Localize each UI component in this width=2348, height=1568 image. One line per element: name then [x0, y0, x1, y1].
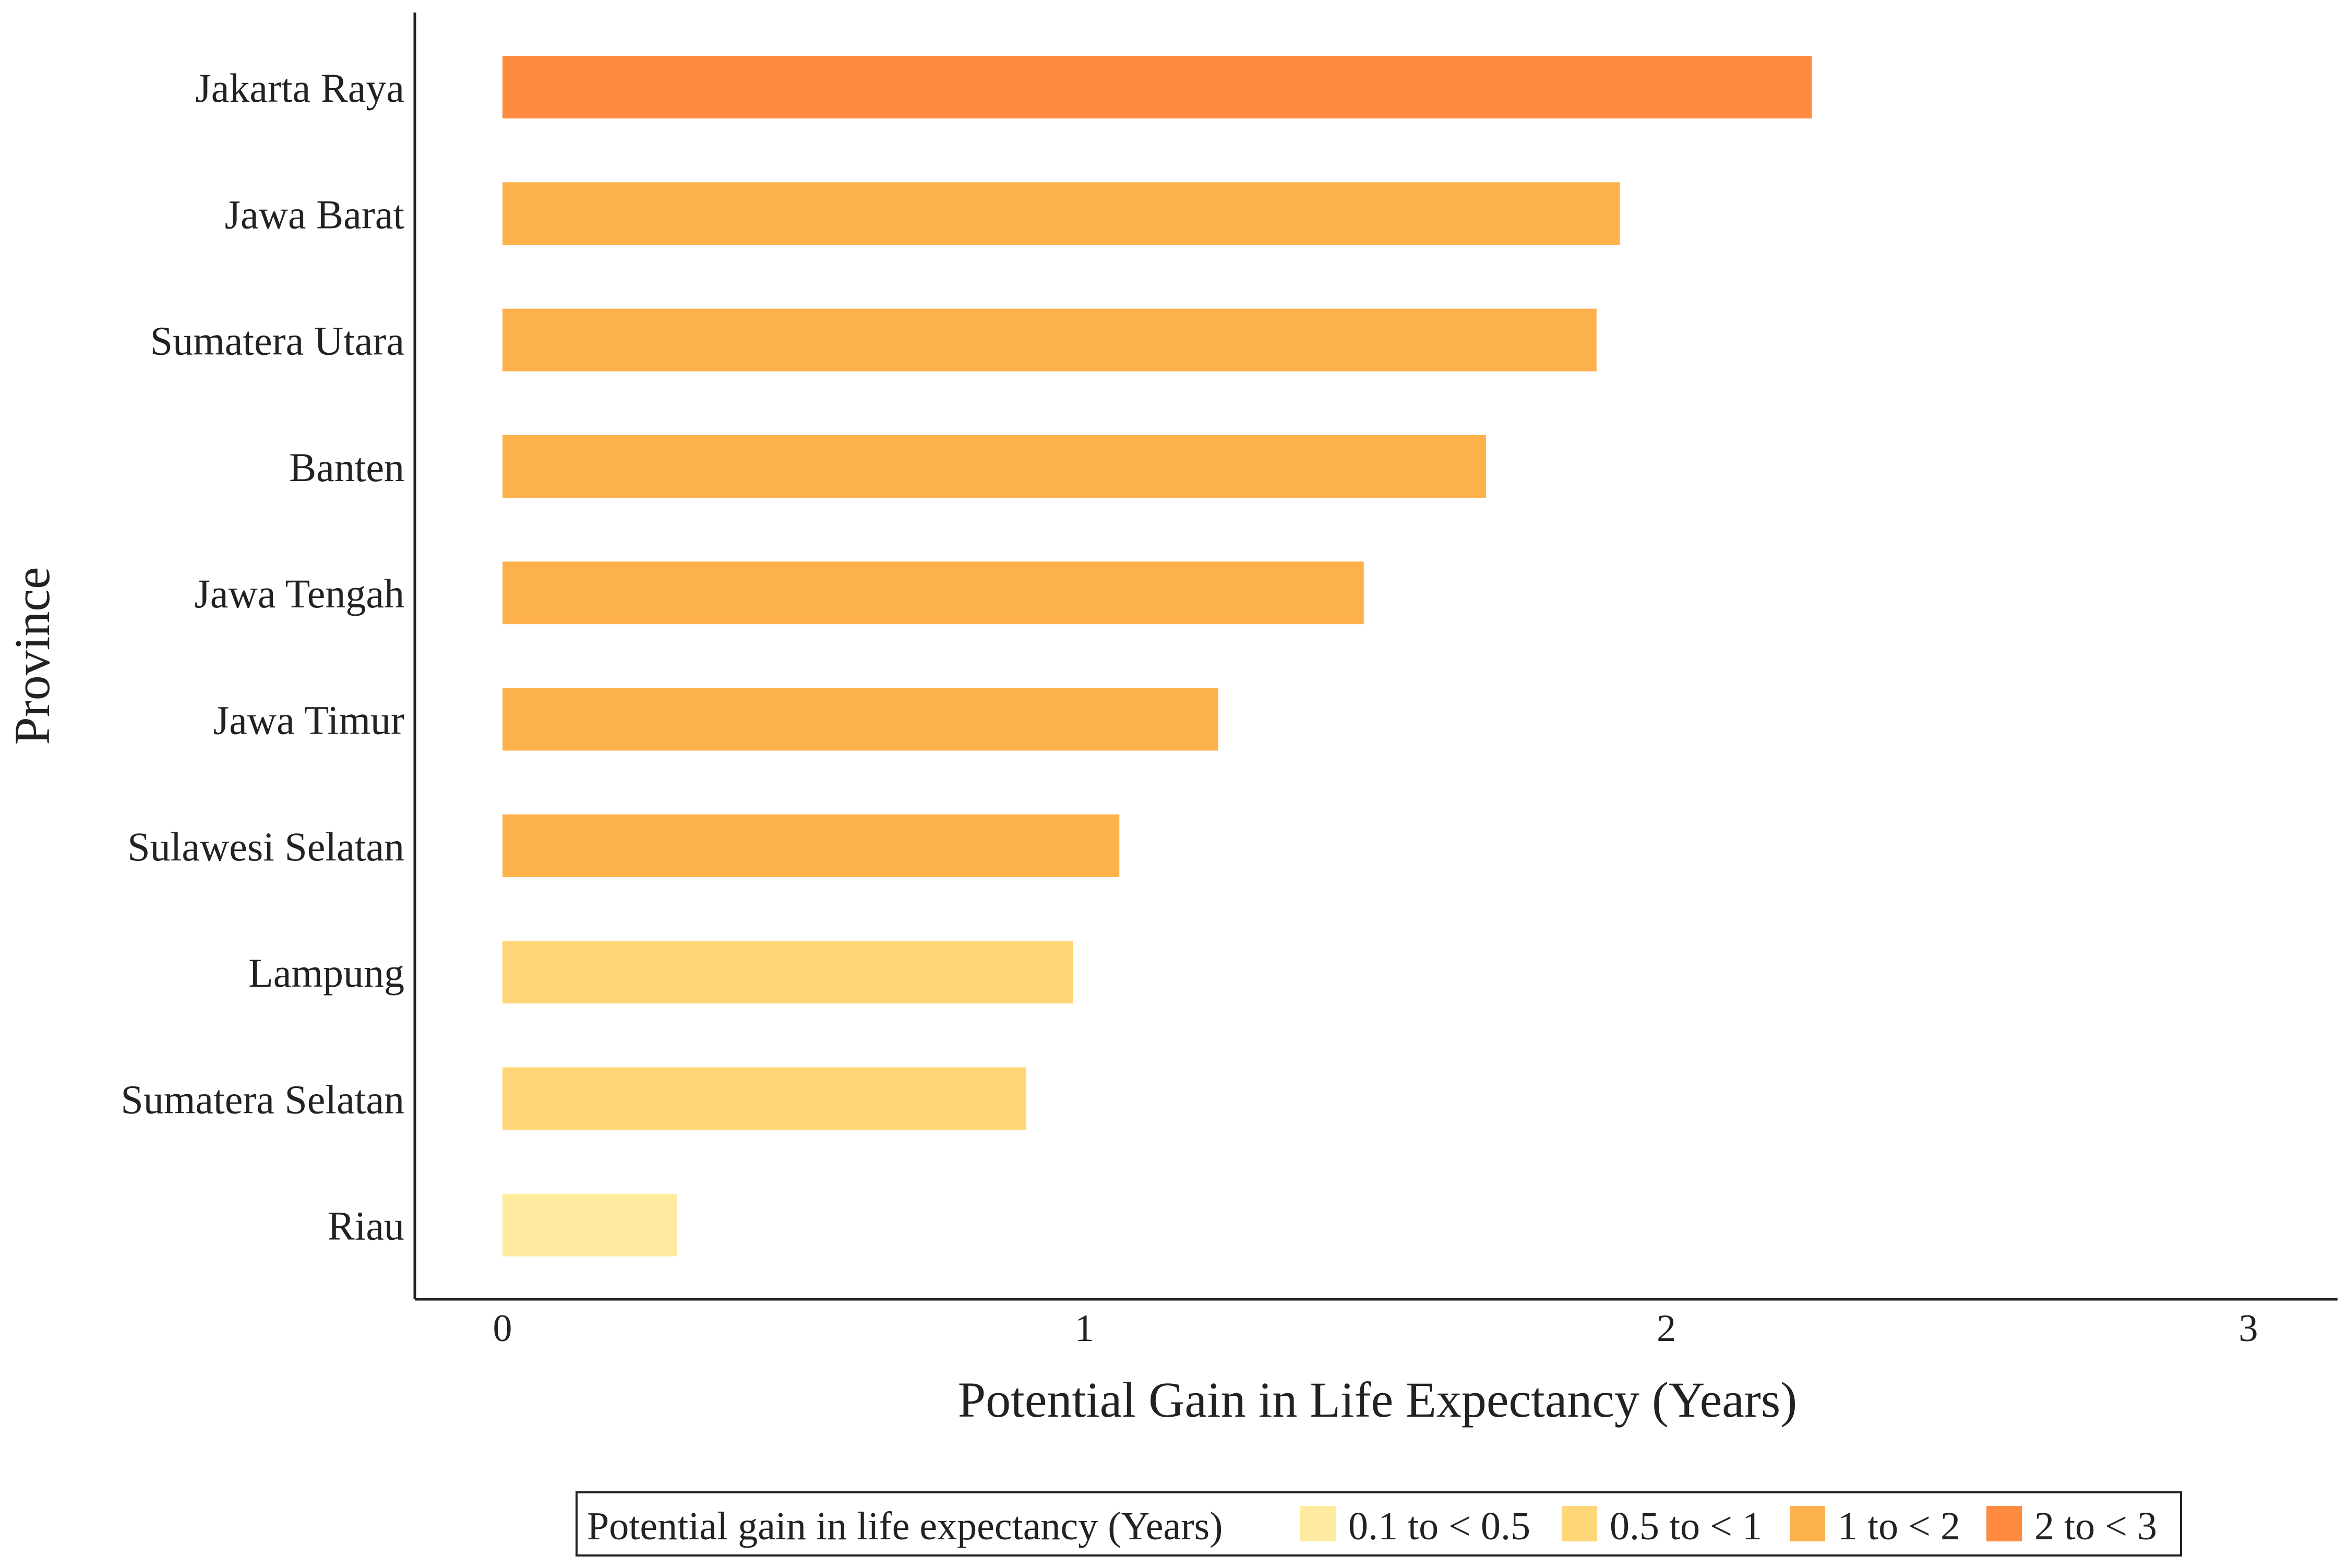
- legend-label: 0.1 to < 0.5: [1348, 1504, 1530, 1548]
- legend-swatch: [1790, 1506, 1825, 1541]
- legend-label: 1 to < 2: [1838, 1504, 1960, 1548]
- x-tick-label: 3: [2239, 1307, 2258, 1350]
- y-tick-label: Jakarta Raya: [195, 65, 404, 111]
- y-tick-label: Jawa Barat: [225, 191, 405, 237]
- y-tick-label: Jawa Timur: [213, 698, 404, 743]
- bar: [502, 814, 1120, 877]
- y-tick-label: Jawa Tengah: [195, 571, 404, 616]
- legend-title: Potential gain in life expectancy (Years…: [587, 1504, 1223, 1548]
- legend-label: 0.5 to < 1: [1610, 1504, 1762, 1548]
- bar: [502, 56, 1812, 118]
- y-tick-label: Sumatera Selatan: [121, 1076, 404, 1122]
- bar: [502, 1067, 1026, 1130]
- x-tick-labels: 0 1 2 3: [493, 1307, 2258, 1350]
- y-tick-label: Lampung: [248, 950, 404, 996]
- bar: [502, 688, 1218, 751]
- bar: [502, 435, 1486, 498]
- x-tick-label: 0: [493, 1307, 512, 1350]
- legend-items: 0.1 to < 0.5 0.5 to < 1 1 to < 2 2 to < 3: [1300, 1504, 2157, 1548]
- x-tick-label: 1: [1075, 1307, 1094, 1350]
- x-axis-label: Potential Gain in Life Expectancy (Years…: [958, 1372, 1797, 1428]
- y-tick-label: Riau: [328, 1203, 404, 1249]
- y-tick-label: Sulawesi Selatan: [127, 824, 404, 869]
- bar: [502, 308, 1597, 372]
- legend-label: 2 to < 3: [2034, 1504, 2157, 1548]
- bar: [502, 561, 1364, 625]
- y-tick-label: Banten: [289, 445, 404, 490]
- legend-swatch: [1562, 1506, 1597, 1541]
- x-tick-label: 2: [1657, 1307, 1676, 1350]
- legend-swatch: [1300, 1506, 1336, 1541]
- legend-swatch: [1986, 1506, 2022, 1541]
- y-axis-label: Province: [4, 567, 60, 745]
- bar: [502, 941, 1073, 1004]
- bar: [502, 182, 1620, 245]
- legend-box: [576, 1491, 2182, 1557]
- bars: [502, 56, 1812, 1256]
- legend: Potential gain in life expectancy (Years…: [576, 1491, 2182, 1557]
- y-tick-labels: Jakarta Raya Jawa Barat Sumatera Utara Bant…: [121, 65, 404, 1249]
- axes: [413, 13, 2338, 1301]
- bar: [502, 1193, 677, 1256]
- y-tick-label: Sumatera Utara: [150, 318, 404, 364]
